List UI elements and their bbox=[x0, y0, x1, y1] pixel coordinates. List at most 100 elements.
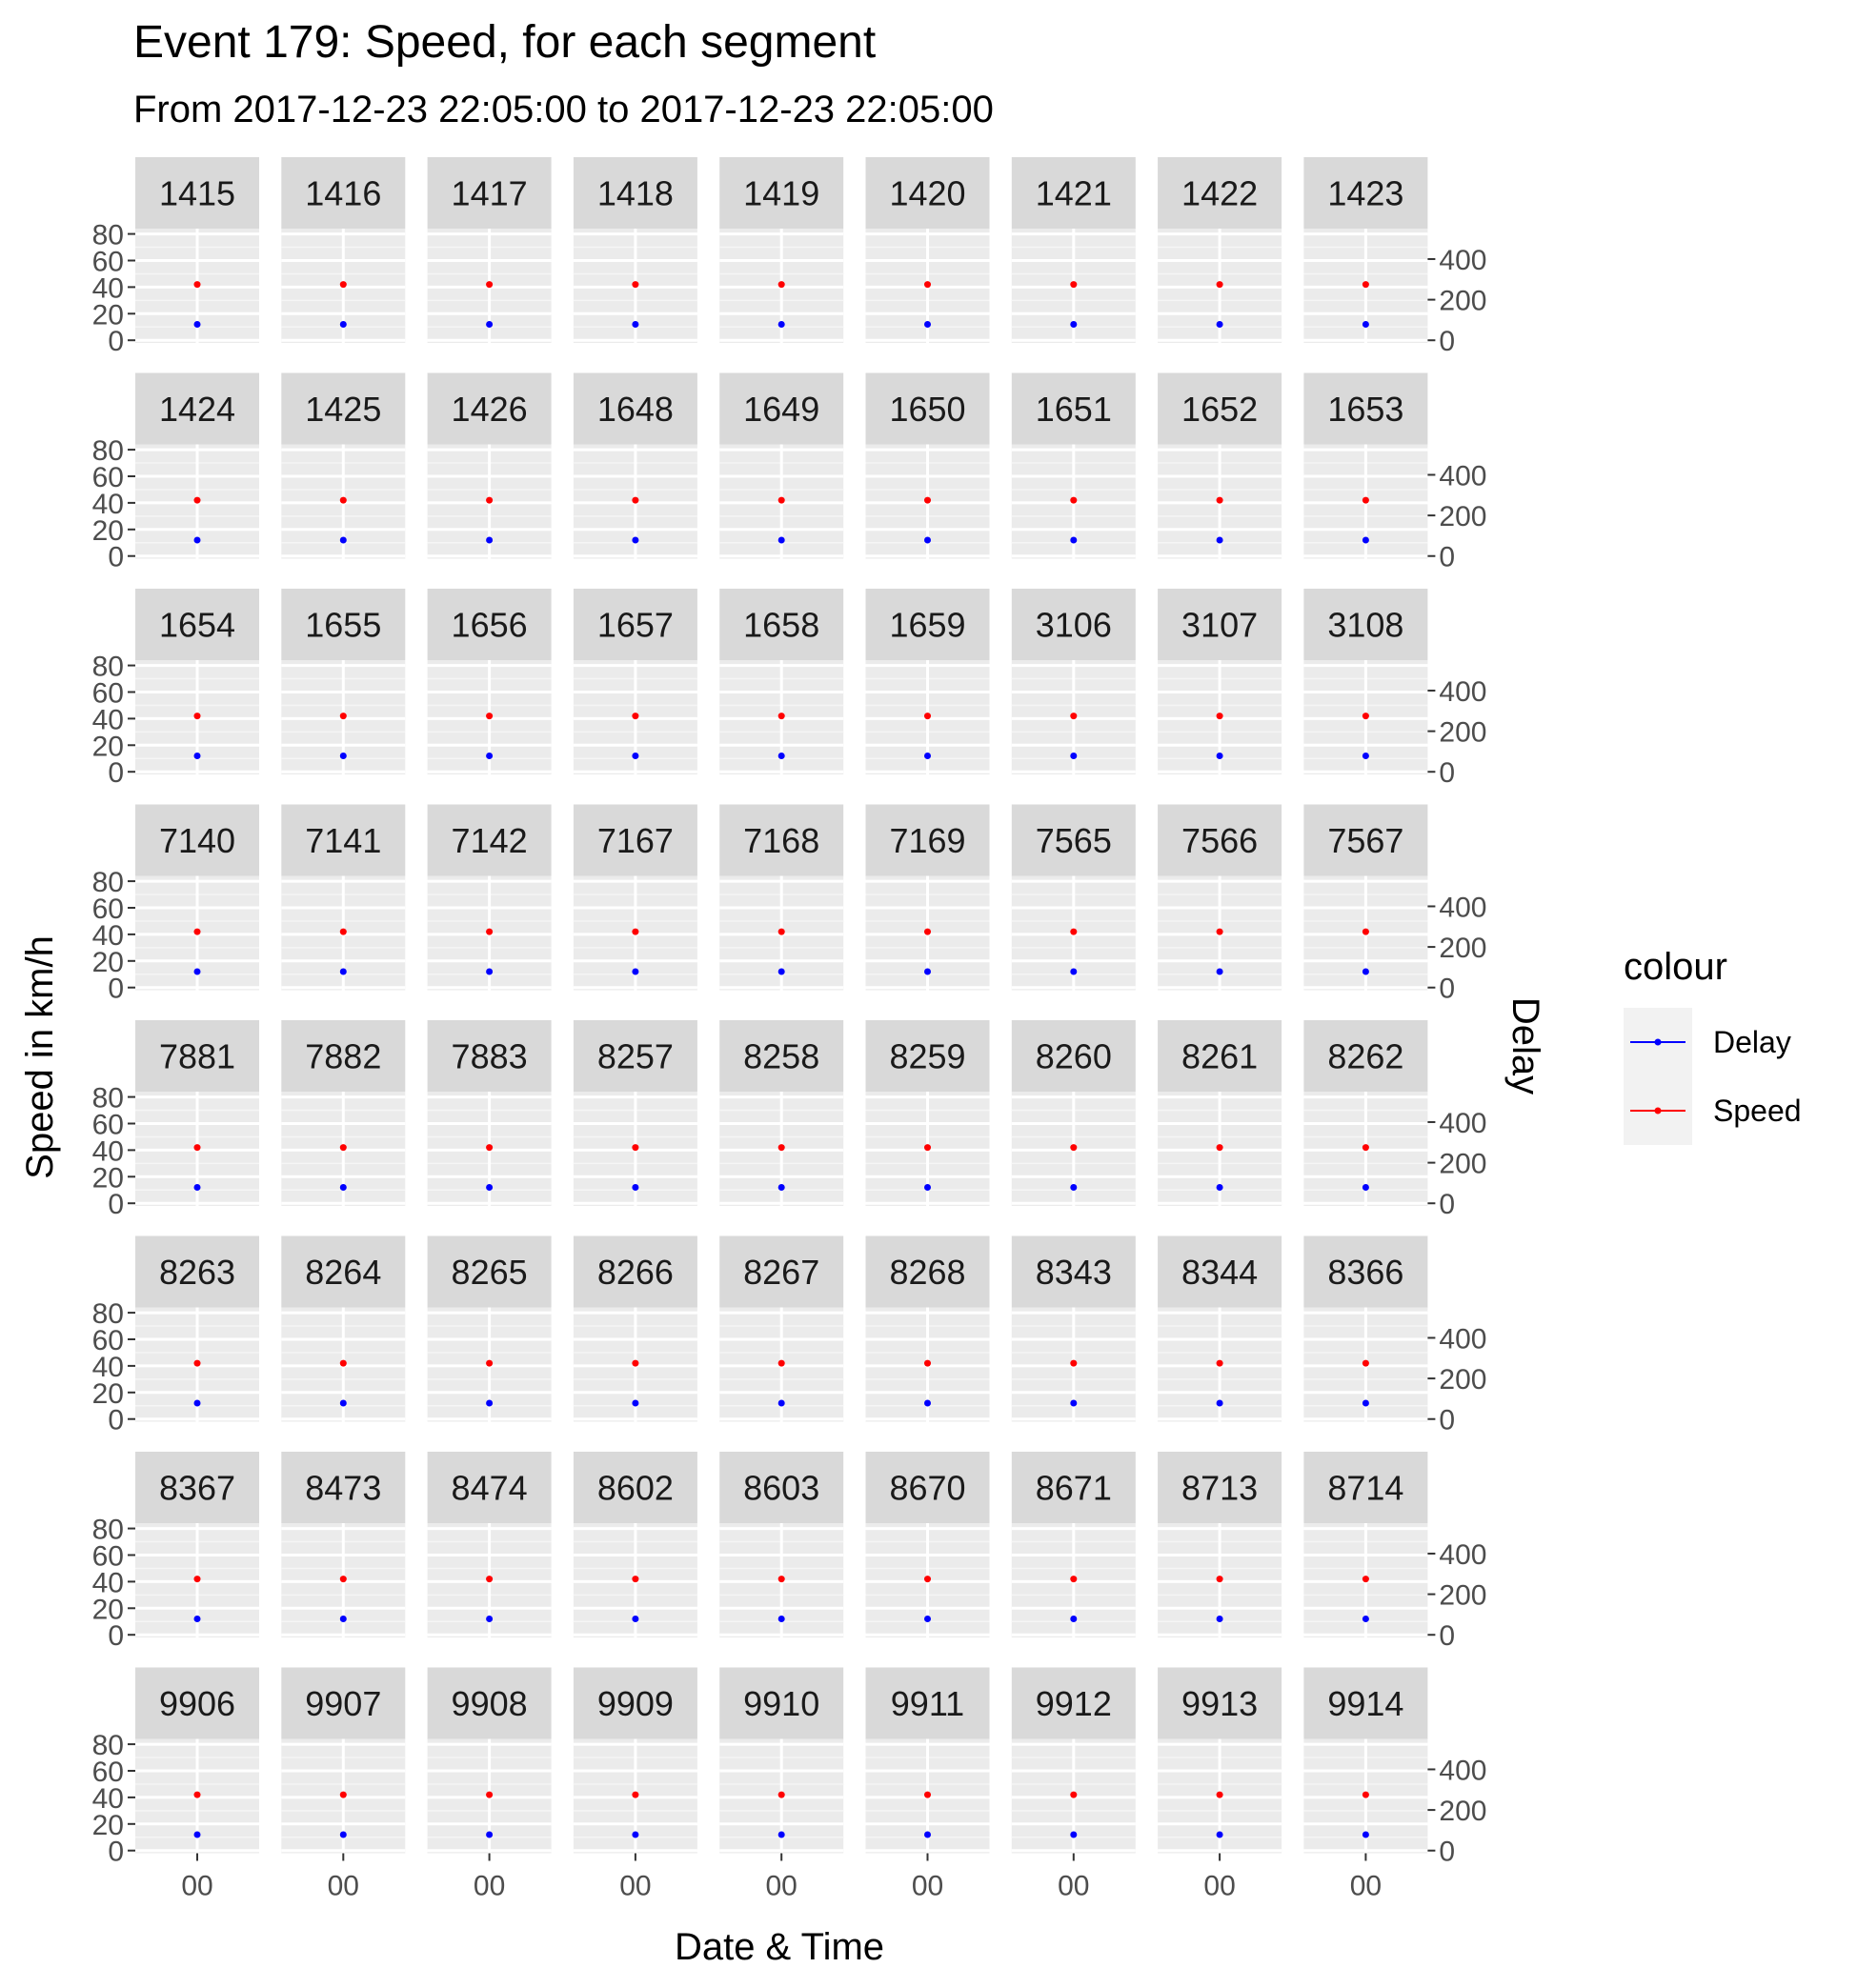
facet-panel: 1650 bbox=[865, 372, 990, 559]
y2-tick-label: 0 bbox=[1439, 542, 1455, 573]
delay-point bbox=[193, 1831, 201, 1838]
delay-point bbox=[339, 968, 347, 975]
delay-point bbox=[777, 1183, 785, 1191]
delay-point bbox=[486, 1831, 494, 1838]
facet-strip-label: 8343 bbox=[1036, 1253, 1112, 1292]
delay-point bbox=[1362, 320, 1369, 328]
facet-panel: 1659 bbox=[865, 589, 990, 774]
facet-strip bbox=[427, 589, 552, 660]
delay-point bbox=[777, 968, 785, 975]
speed-point bbox=[486, 1576, 494, 1583]
delay-point bbox=[486, 968, 494, 975]
facet-strip-label: 8268 bbox=[889, 1253, 965, 1292]
facet-panel: 8602 bbox=[573, 1452, 697, 1637]
speed-point bbox=[1362, 1791, 1369, 1798]
facet-strip-label: 9911 bbox=[891, 1684, 964, 1723]
delay-point bbox=[777, 536, 785, 544]
facet-strip bbox=[281, 1452, 406, 1523]
facet-panel: 8366 0 200 400 bbox=[1303, 1235, 1486, 1436]
facet-panel: 8344 bbox=[1158, 1235, 1282, 1422]
facet-strip bbox=[865, 1667, 990, 1739]
facet-strip bbox=[1011, 372, 1136, 445]
facet-strip-label: 1655 bbox=[305, 606, 381, 645]
x-tick-label: 00 bbox=[181, 1871, 212, 1902]
facet-strip bbox=[719, 589, 844, 660]
facet-panel: 7565 bbox=[1011, 804, 1136, 991]
facet-panel: 1426 bbox=[427, 372, 552, 559]
speed-point bbox=[193, 928, 201, 935]
legend-title: colour bbox=[1624, 946, 1727, 988]
facet-panel: 9911 00 bbox=[865, 1667, 990, 1902]
y2-tick-label: 200 bbox=[1439, 1149, 1486, 1180]
facet-strip bbox=[427, 1452, 552, 1523]
facet-strip-label: 1651 bbox=[1036, 390, 1112, 429]
y-tick-label: 80 bbox=[92, 1083, 124, 1114]
y2-tick-label: 400 bbox=[1439, 1755, 1486, 1786]
delay-point bbox=[924, 1183, 931, 1191]
y2-tick-label: 400 bbox=[1439, 245, 1486, 276]
facet-panel: 7168 bbox=[719, 804, 844, 991]
delay-point bbox=[924, 1831, 931, 1838]
delay-point bbox=[339, 1399, 347, 1407]
y-tick-label: 80 bbox=[92, 867, 124, 898]
y-tick-label: 40 bbox=[92, 272, 124, 304]
y2-tick-label: 400 bbox=[1439, 1323, 1486, 1355]
y-tick-label: 40 bbox=[92, 1352, 124, 1383]
facet-strip bbox=[427, 1235, 552, 1308]
delay-point bbox=[1070, 1399, 1078, 1407]
speed-point bbox=[486, 1144, 494, 1152]
facet-strip bbox=[865, 157, 990, 229]
facet-strip bbox=[135, 157, 259, 229]
x-tick-label: 00 bbox=[766, 1871, 797, 1902]
x-tick-label: 00 bbox=[1203, 1871, 1235, 1902]
facet-strip-label: 8366 bbox=[1327, 1253, 1403, 1292]
speed-point bbox=[1070, 1359, 1078, 1367]
delay-point bbox=[193, 752, 201, 759]
facet-strip-label: 1424 bbox=[159, 390, 235, 429]
facet-strip bbox=[573, 1020, 697, 1092]
facet-strip bbox=[865, 589, 990, 660]
speed-point bbox=[193, 1359, 201, 1367]
facet-strip bbox=[1158, 372, 1282, 445]
delay-point bbox=[1070, 320, 1078, 328]
facet-panel: 7882 bbox=[281, 1020, 406, 1206]
delay-point bbox=[339, 1831, 347, 1838]
facet-panel: 1652 bbox=[1158, 372, 1282, 559]
speed-point bbox=[1216, 1576, 1223, 1583]
facet-panel: 9913 00 bbox=[1158, 1667, 1282, 1902]
delay-point bbox=[924, 320, 931, 328]
delay-point bbox=[193, 1183, 201, 1191]
facet-strip bbox=[1303, 589, 1428, 660]
facet-strip bbox=[281, 1667, 406, 1739]
y2-tick-label: 0 bbox=[1439, 1837, 1455, 1868]
facet-strip-label: 1656 bbox=[452, 606, 528, 645]
delay-point bbox=[777, 1615, 785, 1622]
facet-panel: 1649 bbox=[719, 372, 844, 559]
x-tick-label: 00 bbox=[474, 1871, 505, 1902]
facet-panel: 3107 bbox=[1158, 589, 1282, 774]
delay-point bbox=[339, 1615, 347, 1622]
facet-strip-label: 7169 bbox=[889, 821, 965, 860]
facet-strip bbox=[1303, 1235, 1428, 1308]
facet-strip bbox=[865, 372, 990, 445]
delay-point bbox=[1070, 752, 1078, 759]
delay-point bbox=[632, 320, 639, 328]
delay-point bbox=[1216, 536, 1223, 544]
facet-strip bbox=[573, 372, 697, 445]
facet-panel: 9912 00 bbox=[1011, 1667, 1136, 1902]
y-tick-label: 0 bbox=[108, 1837, 124, 1868]
facet-strip-label: 1659 bbox=[889, 606, 965, 645]
y-tick-label: 0 bbox=[108, 1189, 124, 1220]
speed-point bbox=[777, 1359, 785, 1367]
facet-strip bbox=[1011, 1452, 1136, 1523]
facet-strip-label: 1653 bbox=[1327, 390, 1403, 429]
y-tick-label: 0 bbox=[108, 974, 124, 1005]
y-tick-label: 0 bbox=[108, 1620, 124, 1652]
delay-point bbox=[1070, 968, 1078, 975]
facet-panel: 1656 bbox=[427, 589, 552, 774]
speed-point bbox=[632, 1144, 639, 1152]
